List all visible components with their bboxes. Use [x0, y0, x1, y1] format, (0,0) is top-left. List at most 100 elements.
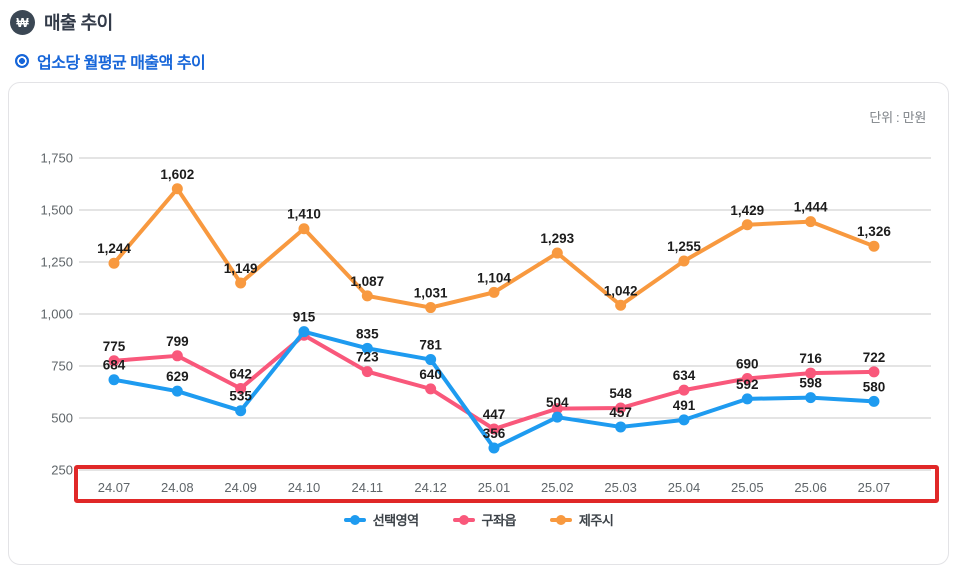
data-point [488, 423, 500, 435]
x-axis-tick-label: 24.07 [98, 480, 131, 495]
value-label: 580 [863, 379, 886, 394]
x-axis-tick-label: 24.12 [414, 480, 447, 495]
data-point [678, 414, 690, 426]
value-label: 447 [483, 407, 506, 422]
data-point [551, 403, 563, 415]
y-axis-tick-label: 1,750 [40, 151, 73, 166]
value-label: 1,031 [414, 286, 448, 301]
data-point [615, 402, 627, 414]
data-point [488, 286, 500, 298]
chart-legend: 선택영역 구좌읍 제주시 [9, 510, 948, 529]
legend-item-1[interactable]: 구좌읍 [452, 510, 517, 529]
data-point [678, 384, 690, 396]
y-axis-tick-label: 1,000 [40, 307, 73, 322]
value-label: 716 [799, 351, 822, 366]
data-point [425, 354, 437, 366]
data-point [171, 385, 183, 397]
legend-item-2[interactable]: 제주시 [549, 510, 614, 529]
data-point [235, 405, 247, 417]
data-point [741, 219, 753, 231]
x-axis-tick-label: 25.02 [541, 480, 574, 495]
bullet-icon [15, 54, 29, 68]
legend-marker-icon [343, 514, 366, 525]
value-label: 781 [419, 338, 442, 353]
legend-label: 선택영역 [372, 513, 419, 528]
y-axis-tick-label: 500 [51, 411, 73, 426]
data-point [235, 382, 247, 394]
value-label: 642 [229, 366, 252, 381]
y-axis-tick-label: 750 [51, 359, 73, 374]
data-point [108, 355, 120, 367]
value-label: 1,429 [730, 203, 764, 218]
page-title: 매출 추이 [44, 13, 113, 33]
value-label: 1,444 [794, 200, 828, 215]
value-label: 640 [419, 367, 442, 382]
section-subtitle: 업소당 월평균 매출액 추이 [37, 55, 206, 72]
value-label: 457 [609, 405, 632, 420]
value-label: 598 [799, 376, 822, 391]
data-point [361, 366, 373, 378]
value-label: 356 [483, 426, 506, 441]
value-label: 504 [546, 395, 569, 410]
x-axis-tick-label: 25.07 [858, 480, 891, 495]
value-label: 915 [293, 310, 316, 325]
y-axis-tick-label: 1,500 [40, 203, 73, 218]
value-label: 1,410 [287, 207, 321, 222]
data-point [868, 366, 880, 378]
data-point [108, 374, 120, 386]
value-label: 1,326 [857, 224, 891, 239]
data-point [868, 240, 880, 252]
value-label: 629 [166, 369, 189, 384]
data-point [678, 255, 690, 267]
data-point [171, 183, 183, 195]
value-label: 799 [166, 334, 189, 349]
data-point [488, 442, 500, 454]
data-point [298, 223, 310, 235]
value-label: 1,293 [540, 231, 574, 246]
value-label: 1,042 [604, 283, 638, 298]
legend-marker-icon [452, 514, 475, 525]
value-label: 1,149 [224, 261, 258, 276]
value-label: 1,087 [350, 274, 384, 289]
value-label: 548 [609, 386, 632, 401]
value-label: 723 [356, 350, 379, 365]
data-point [361, 342, 373, 354]
value-label: 835 [356, 326, 379, 341]
value-label: 1,104 [477, 270, 511, 285]
section-header: 업소당 월평균 매출액 추이 [15, 49, 206, 73]
value-label: 684 [103, 358, 126, 373]
value-label: 690 [736, 356, 759, 371]
value-label: 722 [863, 350, 886, 365]
data-point [171, 350, 183, 362]
value-label: 1,244 [97, 241, 131, 256]
value-label: 592 [736, 377, 759, 392]
data-point [615, 299, 627, 311]
x-axis-tick-label: 25.01 [478, 480, 511, 495]
x-axis-tick-label: 25.05 [731, 480, 764, 495]
data-point [235, 277, 247, 289]
data-point [425, 302, 437, 314]
value-label: 1,255 [667, 239, 701, 254]
x-axis-tick-label: 24.09 [224, 480, 257, 495]
x-axis-tick-label: 25.03 [604, 480, 637, 495]
data-point [425, 383, 437, 395]
chart-panel: 단위 : 만원 250 500 750 1,000 1,250 1,500 1,750 1,2… [8, 82, 949, 565]
data-point [805, 392, 817, 404]
legend-item-0[interactable]: 선택영역 [343, 510, 419, 529]
data-point [361, 290, 373, 302]
x-axis-tick-label: 25.06 [794, 480, 827, 495]
legend-label: 구좌읍 [481, 513, 517, 528]
value-label: 491 [673, 398, 696, 413]
x-axis-highlight-box [74, 465, 939, 503]
value-label: 535 [229, 389, 252, 404]
data-point [805, 216, 817, 228]
x-axis-tick-label: 24.11 [352, 480, 384, 495]
x-axis-tick-label: 24.10 [288, 480, 321, 495]
unit-label: 단위 : 만원 [869, 110, 926, 125]
data-point [741, 393, 753, 405]
data-point [805, 367, 817, 379]
data-point [551, 247, 563, 259]
legend-marker-icon [549, 514, 572, 525]
x-axis-tick-label: 24.08 [161, 480, 194, 495]
